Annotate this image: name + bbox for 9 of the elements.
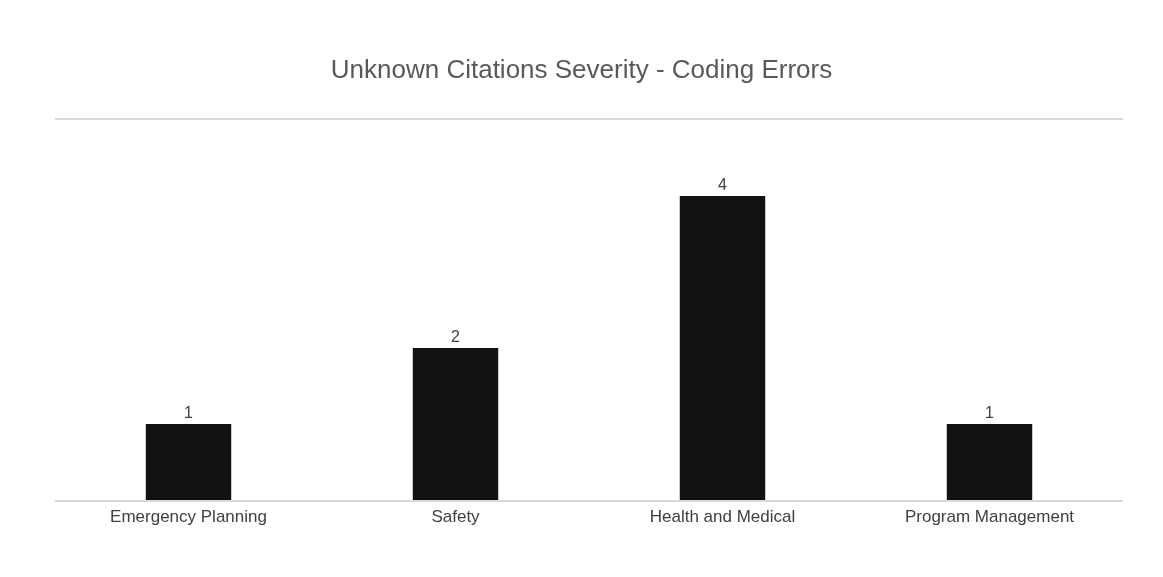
data-label: 1 xyxy=(985,404,994,421)
data-label: 1 xyxy=(184,404,193,421)
data-label: 4 xyxy=(718,176,727,193)
data-label: 2 xyxy=(451,328,460,345)
x-tick-label: Program Management xyxy=(904,507,1075,527)
x-tick-label: Emergency Planning xyxy=(110,507,267,527)
x-tick-label: Safety xyxy=(431,507,481,527)
x-tick-label: Health and Medical xyxy=(649,507,796,527)
chart-title: Unknown Citations Severity - Coding Errors xyxy=(330,54,833,85)
